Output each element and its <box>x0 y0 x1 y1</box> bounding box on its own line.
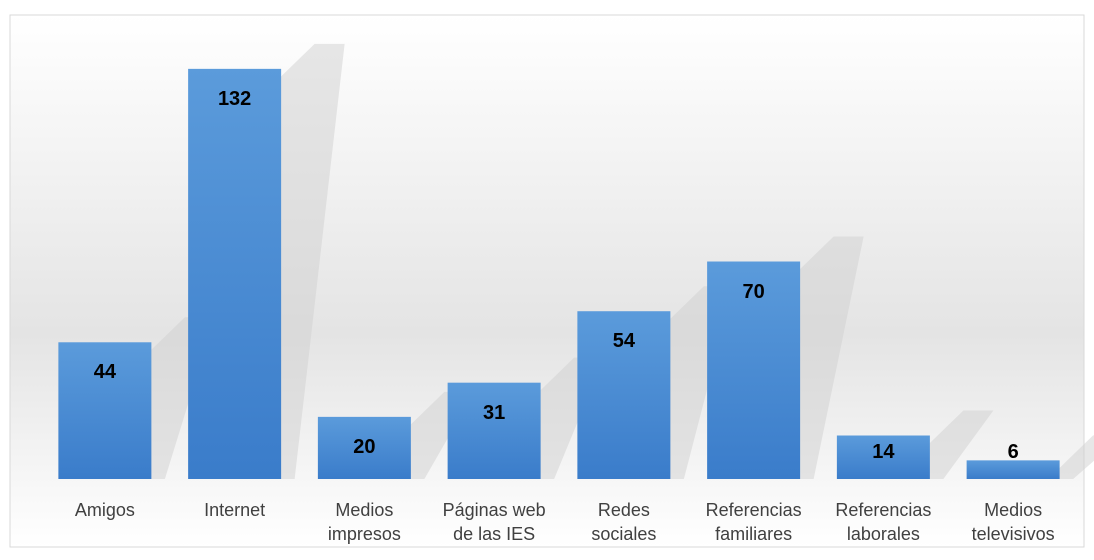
bar-shadow <box>799 236 864 479</box>
bar <box>447 382 541 479</box>
bar-shadow <box>929 410 994 479</box>
x-tick-label: Medios televisivos <box>971 500 1055 544</box>
x-tick-label: Referencias laborales <box>835 500 932 544</box>
x-tick-label: Páginas web de las IES <box>442 500 546 544</box>
value-label: 54 <box>612 330 635 353</box>
bar <box>707 261 801 479</box>
x-tick-label: Referencias familiares <box>705 500 802 544</box>
bar <box>966 460 1060 479</box>
bar-shadow <box>280 43 345 479</box>
bar <box>317 416 411 479</box>
value-label: 44 <box>93 361 116 384</box>
value-label: 14 <box>872 441 895 463</box>
x-tick-label: Medios impresos <box>327 500 401 544</box>
x-tick-label: Internet <box>204 500 266 520</box>
bar <box>188 68 282 479</box>
value-label: 6 <box>1007 441 1019 463</box>
x-tick-label: Redes sociales <box>591 500 657 544</box>
bar-shadow <box>1059 435 1094 479</box>
bar <box>577 311 671 479</box>
bar <box>58 342 152 479</box>
value-label: 20 <box>353 435 376 458</box>
value-label: 70 <box>742 280 765 303</box>
bar <box>836 435 930 479</box>
x-tick-label: Amigos <box>74 500 135 520</box>
value-label: 132 <box>217 87 252 110</box>
value-label: 31 <box>483 401 506 424</box>
